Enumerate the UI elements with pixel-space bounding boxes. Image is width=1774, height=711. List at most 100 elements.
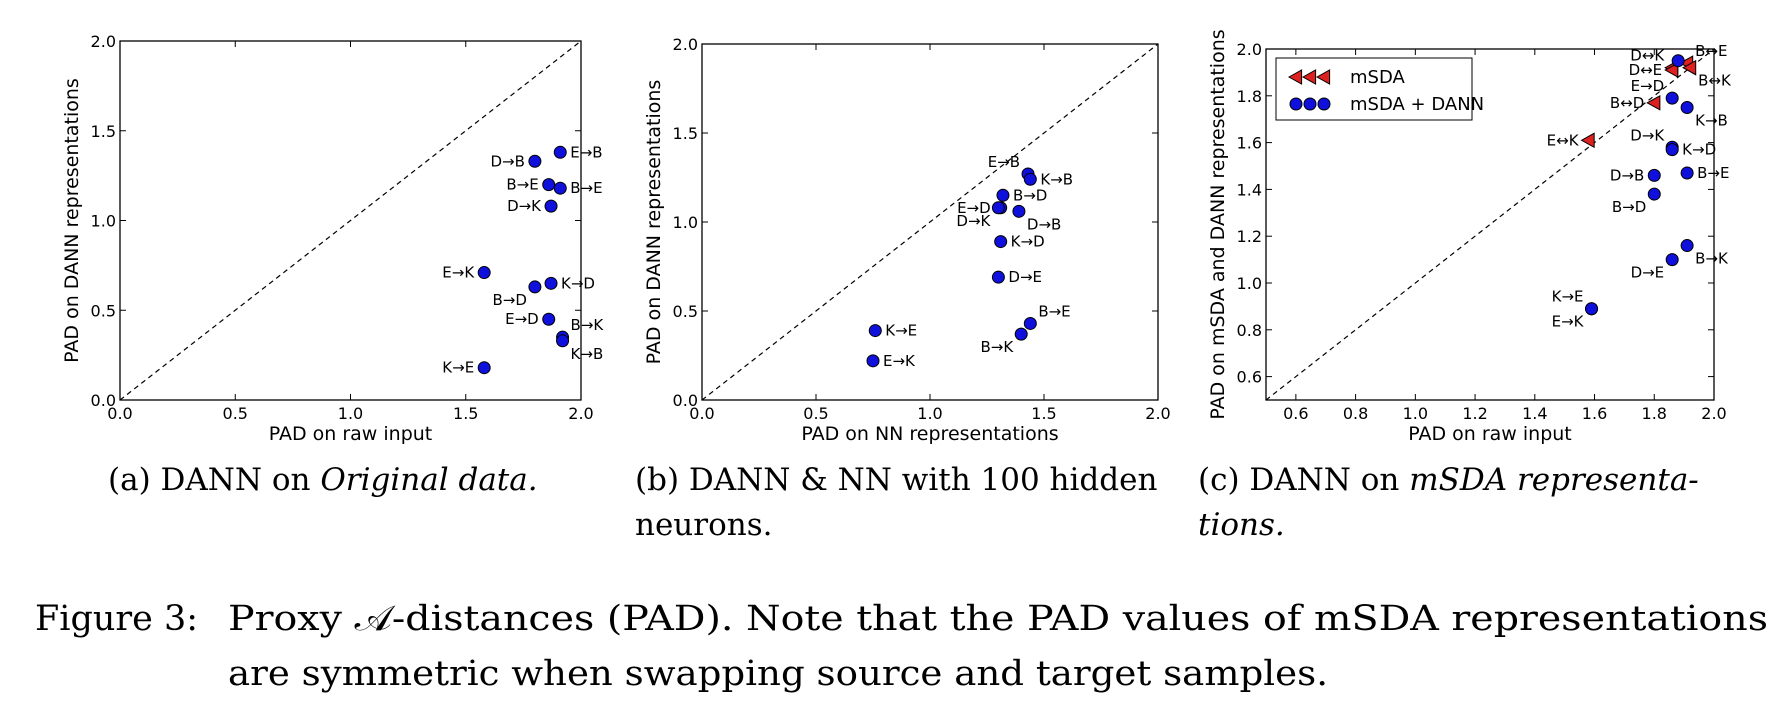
point-label: D→K <box>507 197 542 215</box>
circle-marker <box>1680 239 1694 253</box>
subcaption-line2: tions. <box>1198 507 1285 543</box>
subcaption: (a) DANN on Original data. <box>108 462 538 498</box>
circle-marker <box>1647 168 1661 182</box>
circle-marker <box>1647 187 1661 201</box>
circle-marker <box>544 276 558 290</box>
figure-caption-line2: are symmetric when swapping source and t… <box>228 654 1328 694</box>
x-axis-label: PAD on NN representations <box>801 423 1058 445</box>
point-label: B↔E <box>1695 42 1727 60</box>
x-tick-label: 1.8 <box>1642 404 1667 423</box>
x-axis-label: PAD on raw input <box>1408 423 1572 445</box>
y-tick-label: 2.0 <box>1237 40 1262 59</box>
point-label: K→D <box>1011 233 1045 251</box>
circle-marker <box>556 334 570 348</box>
circle-marker <box>528 154 542 168</box>
point-label: K→E <box>885 322 917 340</box>
point-label: E↔K <box>1547 131 1580 149</box>
x-tick-label: 1.0 <box>338 404 363 423</box>
y-tick-label: 1.5 <box>91 122 116 141</box>
point-label: E→D <box>505 310 539 328</box>
x-tick-label: 0.0 <box>689 404 714 423</box>
x-tick-label: 0.5 <box>803 404 828 423</box>
point-label: B↔D <box>1610 94 1644 112</box>
point-label: E→D <box>1631 77 1665 95</box>
series-points: E→B D→B B→E B→E D→K E→K K→D B→DE→D B→K K→B K→E <box>442 143 604 376</box>
x-tick-label: 2.0 <box>1145 404 1170 423</box>
chart-b: 0.0 0.5 1.0 1.5 2.0 0.0 0.5 1.0 1.5 2.0 PAD on NN … <box>635 35 1171 543</box>
circle-marker <box>544 199 558 213</box>
circle-marker <box>996 188 1010 202</box>
circle-marker <box>994 235 1008 249</box>
x-tick-label: 2.0 <box>568 404 593 423</box>
circle-marker <box>1023 316 1037 330</box>
triangle-marker <box>1682 59 1697 76</box>
point-label: B→K <box>980 338 1014 356</box>
x-tick-label: 1.5 <box>453 404 478 423</box>
triangle-marker <box>1287 69 1303 85</box>
point-label: B→K <box>1695 250 1729 268</box>
point-label: K→D <box>1682 141 1716 159</box>
circle-marker <box>1585 302 1599 316</box>
chart-c: 0.6 0.8 1.0 1.2 1.4 1.6 1.8 2.0 0.6 0.8 1.0 1.2 1.4 1… <box>1198 29 1732 543</box>
x-tick-label: 2.0 <box>1701 404 1726 423</box>
point-label: D→B <box>1027 215 1061 233</box>
point-label: E→B <box>570 143 602 161</box>
triangle-marker <box>1664 62 1679 78</box>
point-label: B→E <box>570 179 602 197</box>
y-tick-label: 0.6 <box>1237 368 1262 387</box>
circle-marker <box>1680 101 1694 114</box>
point-label: D→B <box>1610 166 1644 184</box>
point-label: B→D <box>1612 198 1646 216</box>
y-axis-label: PAD on mSDA and DANN representations <box>1207 29 1229 419</box>
x-tick-label: 0.5 <box>223 404 248 423</box>
circle-marker <box>528 280 542 294</box>
legend-entry: mSDA + DANN <box>1350 94 1484 115</box>
circle-marker <box>1680 166 1694 180</box>
point-label: E→K <box>442 264 475 282</box>
circle-marker <box>1023 172 1037 186</box>
identity-diagonal <box>701 43 1159 401</box>
point-label: E→B <box>988 153 1020 171</box>
point-label: B→K <box>571 316 605 334</box>
point-label: K→D <box>561 274 595 292</box>
legend: mSDA mSDA + DANN <box>1275 57 1484 121</box>
y-tick-label: 1.6 <box>1237 134 1262 153</box>
circle-marker <box>991 201 1005 215</box>
point-label: B→E <box>1697 164 1729 182</box>
series-msda: B↔E D↔K B↔K D↔E B↔D E↔K <box>1547 42 1732 149</box>
point-label: B→E <box>506 176 538 194</box>
y-tick-label: 1.5 <box>673 124 698 143</box>
identity-diagonal <box>119 40 582 401</box>
x-tick-label: 0.6 <box>1283 404 1308 423</box>
y-tick-label: 1.8 <box>1237 87 1262 106</box>
circle-marker <box>477 361 491 375</box>
triangle-marker <box>1580 132 1595 149</box>
x-tick-label: 1.2 <box>1462 404 1487 423</box>
chart-panels: 0.0 0.5 1.0 1.5 2.0 0.0 0.5 1.0 1.5 2.0 PAD on raw… <box>61 29 1732 543</box>
y-tick-label: 1.4 <box>1237 180 1262 199</box>
x-tick-label: 1.0 <box>1403 404 1428 423</box>
x-tick-label: 0.0 <box>107 404 132 423</box>
x-tick-label: 0.8 <box>1343 404 1368 423</box>
point-label: D↔K <box>1630 47 1665 65</box>
y-tick-label: 1.0 <box>91 212 116 231</box>
subcaption: (c) DANN on mSDA representa- <box>1198 462 1699 498</box>
point-label: E→D <box>957 199 991 217</box>
point-label: B→D <box>1013 186 1047 204</box>
point-label: K→E <box>442 359 474 377</box>
x-axis-label: PAD on raw input <box>269 423 433 445</box>
y-tick-label: 0.8 <box>1237 321 1262 340</box>
circle-marker <box>1665 253 1679 267</box>
x-tick-label: 1.0 <box>917 404 942 423</box>
circle-marker <box>868 324 882 338</box>
point-label: D→E <box>1008 268 1042 286</box>
triangle-marker <box>1315 69 1331 85</box>
figure-caption-label: Figure 3: <box>35 599 198 639</box>
point-label: D↔E <box>1629 61 1663 79</box>
subcaption: (b) DANN & NN with 100 hidden <box>635 462 1157 498</box>
circle-marker <box>1012 204 1026 218</box>
circle-marker <box>553 181 567 195</box>
point-label: D→E <box>1631 264 1665 282</box>
circle-marker <box>1303 97 1317 111</box>
